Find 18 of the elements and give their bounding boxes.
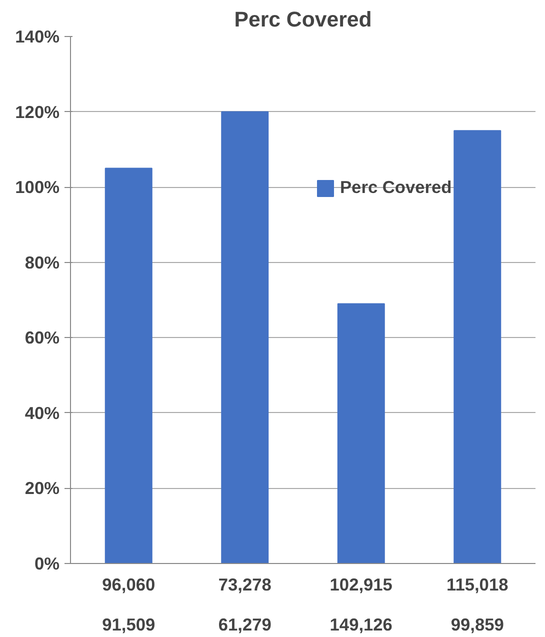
bar xyxy=(104,168,152,564)
y-tick-label: 100% xyxy=(15,177,60,198)
x-tick-label: 96,060 91,509 xyxy=(102,574,156,634)
bar xyxy=(454,130,502,564)
bar xyxy=(221,111,269,564)
y-tick-label: 20% xyxy=(24,478,60,498)
x-tick-label: 102,915 149,126 xyxy=(330,574,393,634)
y-tick-label: 60% xyxy=(24,328,60,348)
legend-label: Perc Covered xyxy=(340,177,452,198)
bar xyxy=(337,303,385,564)
y-tick-label: 80% xyxy=(24,252,60,272)
chart-title: Perc Covered xyxy=(234,8,372,32)
x-tick-label: 73,278 61,279 xyxy=(218,574,272,634)
y-tick-label: 140% xyxy=(15,26,60,46)
y-tick-label: 120% xyxy=(15,102,60,122)
y-tick-label: 40% xyxy=(24,402,60,423)
y-tick-label: 0% xyxy=(34,554,60,574)
x-tick-label: 115,018 99,859 xyxy=(446,574,509,634)
